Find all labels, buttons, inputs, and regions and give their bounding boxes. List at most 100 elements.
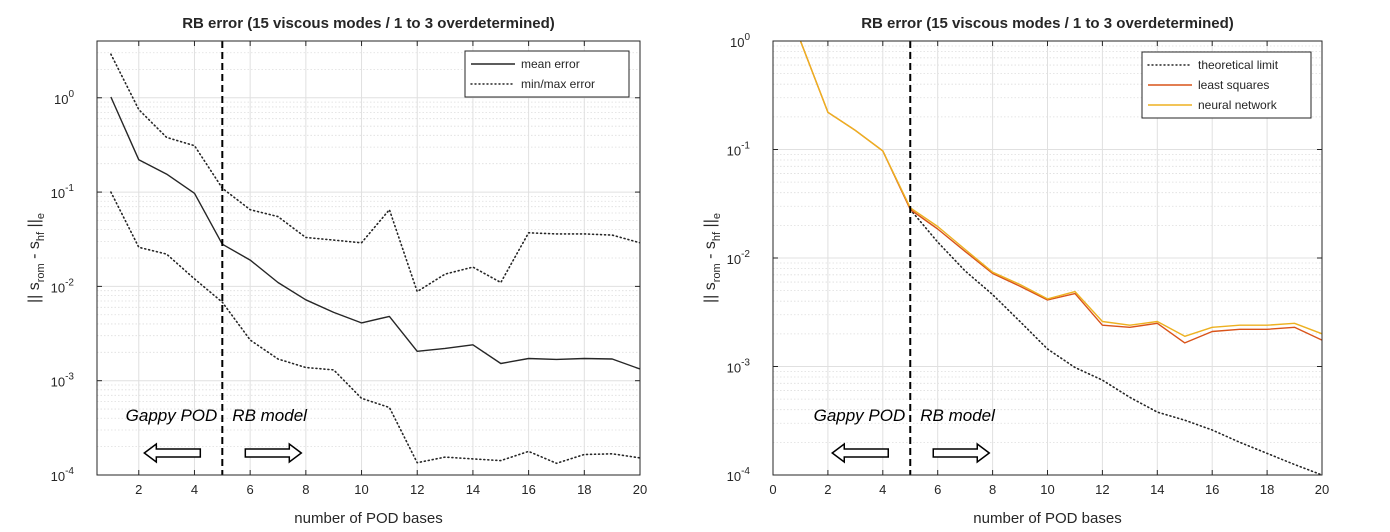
x-tick-label: 8 [302, 482, 309, 497]
y-tick-exp: 0 [68, 89, 74, 100]
y-tick-exp: -3 [741, 358, 750, 369]
y-tick-exp: -4 [65, 466, 74, 477]
y-tick-exp: -1 [741, 141, 750, 152]
y-tick-base: 10 [51, 186, 65, 201]
y-tick-base: 10 [51, 280, 65, 295]
series-group [110, 53, 640, 465]
chart-title: RB error (15 viscous modes / 1 to 3 over… [861, 15, 1234, 32]
legend-entry: least squares [1198, 78, 1269, 92]
x-tick-label: 16 [1205, 482, 1219, 497]
x-tick-label: 6 [247, 482, 254, 497]
annotation-gappy-pod: Gappy POD [126, 406, 218, 425]
y-tick-exp: 0 [744, 32, 750, 43]
y-tick-base: 10 [54, 92, 68, 107]
ylabel-sub: rom [35, 263, 47, 282]
y-tick-label: 100 [54, 89, 74, 107]
x-tick-label: 6 [934, 482, 941, 497]
ylabel-sub: rom [711, 263, 723, 282]
y-tick-base: 10 [727, 144, 741, 159]
ylabel-part: || [26, 219, 43, 232]
x-tick-label: 16 [521, 482, 535, 497]
x-tick-label: 20 [633, 482, 647, 497]
x-tick-label: 14 [1150, 482, 1164, 497]
legend-entry: neural network [1198, 98, 1278, 112]
series-min-max-error [110, 53, 640, 293]
ylabel-part: || [702, 219, 719, 232]
ylabel-sub: e [35, 213, 47, 219]
arrow-right-icon [244, 442, 303, 464]
y-tick-label: 10-1 [727, 141, 751, 159]
x-tick-label: 4 [879, 482, 886, 497]
x-tick-label: 12 [410, 482, 424, 497]
x-tick-label: 10 [354, 482, 368, 497]
legend-entry: mean error [521, 57, 580, 71]
y-axis-label: || srom - shf ||e [26, 213, 47, 303]
ylabel-part: - s [26, 241, 43, 263]
x-tick-label: 2 [135, 482, 142, 497]
annotation-rb-model: RB model [920, 406, 996, 425]
y-tick-exp: -4 [741, 466, 750, 477]
arrow-left-icon [143, 442, 202, 464]
series-mean-error [110, 96, 640, 370]
annotations: Gappy POD RB model [814, 406, 996, 464]
x-tick-label: 8 [989, 482, 996, 497]
x-tick-label: 12 [1095, 482, 1109, 497]
arrow-right-icon [932, 442, 991, 464]
y-tick-label: 10-4 [51, 466, 75, 484]
series-neural-network [799, 41, 1322, 337]
y-tick-base: 10 [727, 469, 741, 484]
ylabel-sub: hf [711, 231, 723, 241]
x-tick-label: 14 [466, 482, 480, 497]
annotation-rb-model: RB model [232, 406, 308, 425]
y-tick-label: 10-3 [51, 372, 75, 390]
series-min-error [110, 191, 640, 465]
y-tick-base: 10 [727, 252, 741, 267]
x-axis-label: number of POD bases [973, 510, 1121, 527]
axes-box [96, 40, 641, 476]
series-theoretical-limit [909, 208, 1322, 475]
y-tick-exp: -1 [65, 183, 74, 194]
y-tick-label: 10-4 [727, 466, 751, 484]
y-tick-exp: -2 [741, 249, 750, 260]
annotations: Gappy POD RB model [126, 406, 308, 464]
legend: theoretical limit least squares neural net… [1141, 51, 1312, 119]
y-tick-base: 10 [727, 361, 741, 376]
legend-entry: min/max error [521, 77, 595, 91]
y-tick-base: 10 [51, 469, 65, 484]
ylabel-part: || s [702, 282, 719, 303]
legend-entry: theoretical limit [1198, 58, 1279, 72]
arrow-left-icon [831, 442, 889, 464]
x-tick-label: 10 [1040, 482, 1054, 497]
ylabel-sub: hf [35, 231, 47, 241]
y-tick-label: 10-2 [727, 249, 751, 267]
y-tick-base: 10 [730, 35, 744, 50]
y-tick-label: 10-3 [727, 358, 751, 376]
x-axis-label: number of POD bases [294, 510, 442, 527]
y-tick-exp: -2 [65, 277, 74, 288]
y-tick-label: 100 [730, 32, 750, 50]
x-tick-label: 18 [577, 482, 591, 497]
series-group [799, 41, 1322, 475]
y-tick-label: 10-2 [51, 277, 75, 295]
x-tick-label: 2 [824, 482, 831, 497]
ylabel-sub: e [711, 213, 723, 219]
y-tick-exp: -3 [65, 372, 74, 383]
legend-box [464, 50, 630, 98]
x-tick-label: 4 [191, 482, 198, 497]
legend: mean error min/max error [464, 50, 630, 98]
x-tick-label: 20 [1315, 482, 1329, 497]
y-tick-label: 10-1 [51, 183, 75, 201]
x-tick-label: 0 [769, 482, 776, 497]
ylabel-part: || s [26, 282, 43, 303]
annotation-gappy-pod: Gappy POD [814, 406, 906, 425]
x-tick-label: 18 [1260, 482, 1274, 497]
y-axis-label: || srom - shf ||e [702, 213, 723, 303]
ylabel-part: - s [702, 241, 719, 263]
chart-title: RB error (15 viscous modes / 1 to 3 over… [182, 15, 555, 32]
y-tick-base: 10 [51, 375, 65, 390]
